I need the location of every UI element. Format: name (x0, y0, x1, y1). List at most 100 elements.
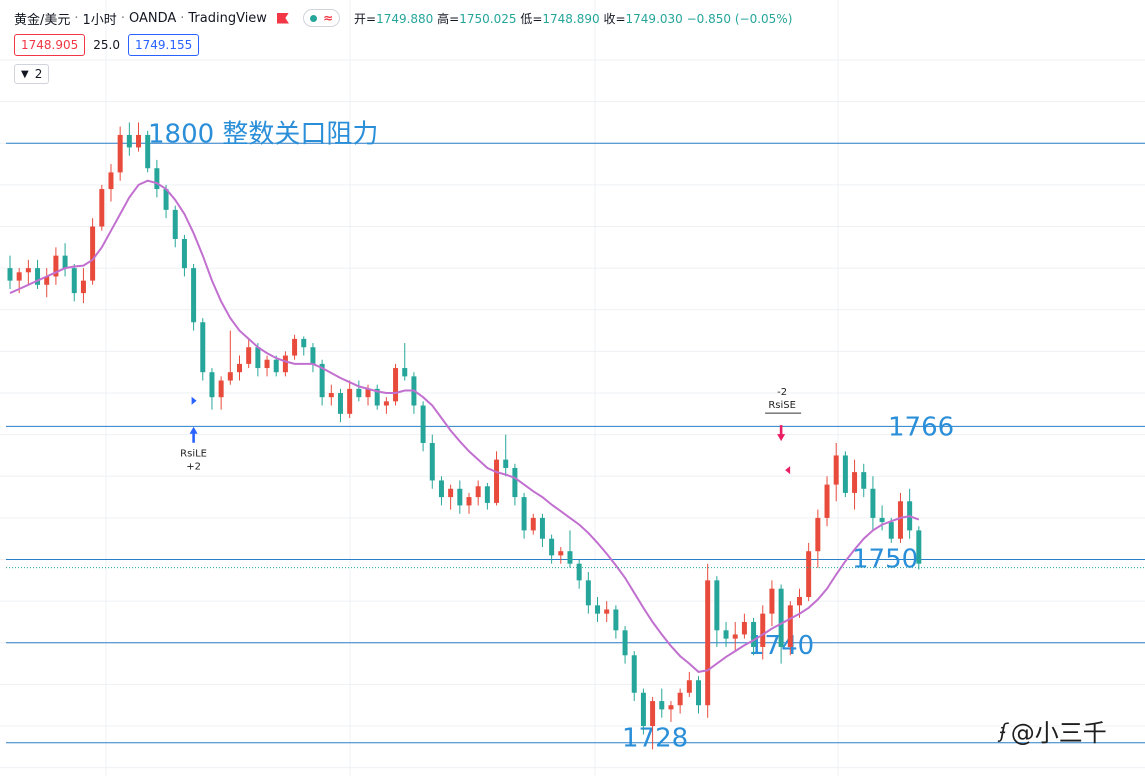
candle (438, 476, 444, 506)
candle-body (154, 168, 160, 190)
price-levels: 1800 整数关口阻力1766175017401728 (6, 119, 1145, 754)
candle (457, 480, 463, 514)
candle (622, 626, 628, 664)
candle (191, 263, 197, 331)
timeframe[interactable]: 1小时 (82, 12, 117, 28)
buy-price-button[interactable]: 1749.155 (127, 34, 200, 56)
candle-body (604, 609, 610, 614)
zhihu-logo-icon: ʄ (1000, 718, 1007, 743)
candle-body (136, 134, 142, 148)
sell-price-button[interactable]: 1748.905 (14, 34, 86, 56)
candle (723, 621, 729, 647)
candle (145, 130, 151, 173)
candle-body (751, 621, 757, 647)
candle-body (393, 368, 399, 402)
level-label: 1728 (622, 724, 688, 754)
candle-body (595, 605, 601, 614)
candle (714, 576, 720, 647)
arrow-up-icon (189, 426, 198, 443)
candle (741, 613, 747, 639)
candle-body (16, 272, 22, 281)
candle (209, 368, 215, 410)
candle (420, 401, 426, 452)
candle (879, 505, 885, 531)
candle-body (732, 634, 738, 639)
candle-body (631, 655, 637, 693)
candle (328, 384, 334, 406)
candle (356, 380, 362, 402)
candle (237, 355, 242, 381)
candle (429, 434, 435, 489)
broker-name: OANDA (128, 10, 177, 26)
flag-icon[interactable] (276, 12, 289, 24)
quote-row: 1748.905 25.0 1749.155 (14, 34, 200, 56)
candle (301, 336, 307, 356)
low-label: 低= (520, 11, 543, 26)
candle (512, 463, 518, 506)
candle (383, 397, 389, 414)
candle-body (916, 530, 922, 564)
ohlc-values: 开=1749.880 高=1750.025 低=1748.890 收=1749.… (354, 10, 792, 27)
long-entry-signal[interactable]: RsiLE +2 (180, 396, 207, 473)
signal-qty: +2 (186, 462, 201, 473)
level-label: 1750 (852, 545, 918, 575)
candle (696, 676, 701, 714)
candle (494, 451, 500, 506)
market-status[interactable]: ≈ (302, 9, 340, 27)
candle (668, 701, 674, 722)
candle (181, 234, 187, 277)
spread-value: 25.0 (93, 38, 120, 52)
candle-body (475, 486, 481, 498)
candle (769, 580, 775, 627)
candle (686, 671, 692, 697)
separator: · (74, 10, 79, 26)
candle-body (383, 401, 389, 406)
candle-body (539, 517, 545, 539)
candle (760, 605, 766, 660)
candle-body (503, 459, 509, 468)
candle-body (356, 388, 362, 398)
candle-body (521, 497, 527, 531)
candle (44, 268, 50, 298)
candle (282, 351, 288, 377)
separator: · (180, 10, 185, 26)
candle-body (71, 268, 77, 294)
candle-body (237, 363, 242, 373)
candle-body (567, 551, 573, 564)
level-label: 1800 整数关口阻力 (148, 119, 378, 149)
candle-body (191, 268, 197, 323)
candle (631, 651, 637, 702)
indicators-toggle-button[interactable]: ▼ 2 (14, 64, 50, 84)
candle (576, 559, 582, 589)
candle (595, 597, 601, 622)
candle-body (181, 239, 187, 269)
candle-body (246, 347, 252, 364)
candle-body (53, 255, 59, 277)
candle-body (870, 488, 876, 518)
candle (907, 488, 913, 539)
candle-body (209, 372, 215, 398)
candle-body (301, 338, 307, 348)
candle-body (852, 472, 858, 493)
candle (62, 243, 68, 277)
short-entry-signal[interactable]: -2 RsiSE (765, 387, 802, 475)
candle-body (90, 226, 96, 281)
candle-body (558, 551, 564, 556)
candle (613, 605, 619, 639)
candle-body (80, 280, 86, 294)
candle-body (402, 368, 408, 377)
candle-body (677, 692, 683, 706)
candle-body (659, 701, 665, 710)
candle-body (310, 347, 316, 364)
candle-body (484, 486, 490, 503)
high-value: 1750.025 (459, 11, 517, 26)
candle-body (741, 621, 747, 635)
candlestick-series (7, 122, 922, 750)
candle (172, 205, 178, 248)
candle-body (466, 497, 472, 506)
candle-body (328, 393, 334, 398)
candle (484, 482, 490, 510)
candle-body (686, 680, 692, 693)
symbol-name[interactable]: 黄金/美元 (14, 12, 71, 28)
